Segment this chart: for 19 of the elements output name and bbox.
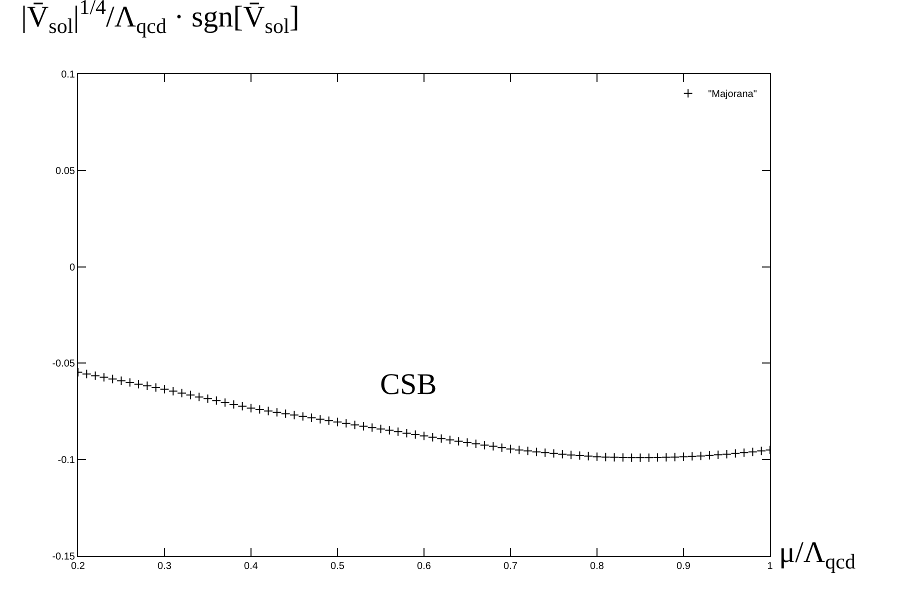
x-tick-label: 0.6: [417, 561, 432, 572]
y-tick-label: 0.05: [56, 166, 76, 177]
text: |V̄$_{sol}$|$^{1/4}$/Λ$_{qcd}$ · sgn[V̄$_{sol}$]: [21, 0, 300, 38]
y-tick-label: -0.1: [58, 455, 76, 466]
x-tick-label: 0.2: [71, 561, 86, 572]
y-tick-label: 0.1: [61, 70, 76, 80]
x-tick-label: 0.7: [504, 561, 518, 572]
y-tick-label: -0.15: [52, 552, 76, 562]
x-tick-label: 0.8: [590, 561, 604, 572]
x-tick-label: 0.4: [244, 561, 258, 572]
legend-label: "Majorana": [708, 89, 758, 100]
x-tick-label: 1: [767, 561, 774, 572]
x-tick-label: 0.9: [676, 561, 691, 572]
x-axis-title: μ/Λ$_{qcd}$: [779, 536, 856, 574]
x-tick-label: 0.3: [158, 561, 172, 572]
annotation: CSB: [380, 368, 437, 401]
x-tick-label: 0.5: [330, 561, 345, 572]
y-tick-label: 0: [69, 262, 76, 274]
y-tick-label: -0.05: [52, 358, 76, 370]
